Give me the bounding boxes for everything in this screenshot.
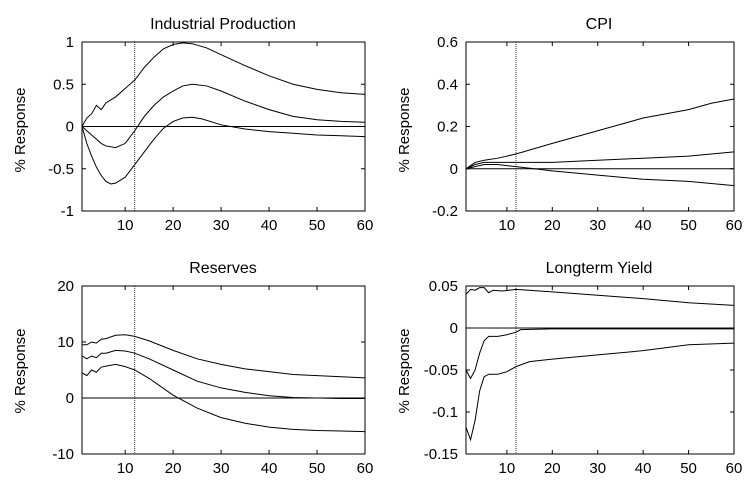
lower-band-line (465, 342, 735, 442)
x-tick-label: 20 (165, 217, 182, 234)
panel-title: CPI (586, 16, 613, 33)
x-tick-label: 20 (165, 460, 182, 477)
lower-band-line (81, 116, 366, 185)
upper-band-line (81, 42, 366, 127)
x-tick-label: 60 (726, 460, 743, 477)
x-tick-label: 50 (680, 217, 697, 234)
y-tick-label: -0.15 (424, 446, 458, 463)
y-axis-label: % Response (12, 328, 29, 413)
axes-frame (465, 41, 735, 212)
x-tick-label: 10 (499, 217, 516, 234)
panel-title: Longterm Yield (546, 260, 653, 277)
x-tick-label: 40 (635, 217, 652, 234)
y-axis-label: % Response (396, 328, 413, 413)
y-tick-label: 0.4 (437, 76, 458, 93)
x-tick-label: 40 (635, 460, 652, 477)
x-tick-label: 60 (357, 460, 374, 477)
x-tick-label: 40 (261, 217, 278, 234)
median-response-line (81, 349, 365, 400)
y-tick-label: -1 (61, 203, 74, 220)
lower-band-line (465, 164, 735, 187)
y-tick-label: 0.05 (429, 278, 458, 295)
x-tick-label: 50 (309, 217, 326, 234)
median-response-line (465, 328, 734, 380)
x-tick-label: 60 (357, 217, 374, 234)
median-response-line (465, 151, 735, 170)
x-tick-label: 40 (261, 460, 278, 477)
upper-band-line (82, 334, 366, 379)
x-tick-label: 50 (309, 460, 326, 477)
y-tick-label: 0 (450, 320, 458, 337)
panel-title: Industrial Production (150, 16, 296, 33)
y-tick-label: 1 (66, 34, 74, 51)
y-tick-label: -0.05 (424, 362, 458, 379)
y-tick-label: 0 (450, 161, 458, 178)
upper-band-line (465, 98, 735, 170)
upper-band-line (465, 287, 735, 306)
y-tick-label: -10 (52, 446, 74, 463)
y-axis-label: % Response (12, 87, 29, 172)
lower-band-line (81, 363, 366, 433)
panel-longterm-yield: Longterm Yield % Response 10 20 30 40 50 60 -0… (396, 260, 742, 477)
y-tick-label: -0.5 (48, 161, 74, 178)
x-tick-label: 30 (213, 217, 230, 234)
x-tick-label: 10 (117, 217, 134, 234)
x-tick-label: 30 (589, 460, 606, 477)
median-response-line (81, 83, 366, 149)
panel-title: Reserves (189, 260, 257, 277)
y-tick-label: 20 (57, 278, 74, 295)
x-tick-label: 50 (680, 460, 697, 477)
panel-cpi: CPI % Response 10 20 30 40 50 60 -0.2 0 0.2 0.4 0.… (396, 16, 742, 234)
x-tick-label: 30 (589, 217, 606, 234)
y-tick-label: -0.2 (432, 203, 458, 220)
y-tick-label: 0 (66, 390, 74, 407)
axes-frame (465, 285, 735, 455)
panel-reserves: Reserves % Response 10 20 30 40 50 60 -10 0 10 20 (12, 260, 373, 477)
y-tick-label: -0.1 (432, 404, 458, 421)
y-tick-label: 0 (66, 119, 74, 136)
x-tick-label: 10 (117, 460, 134, 477)
y-tick-label: 0.6 (437, 34, 458, 51)
y-tick-label: 10 (57, 334, 74, 351)
x-tick-label: 30 (213, 460, 230, 477)
panel-industrial-production: Industrial Production % Response 10 20 30 4… (12, 16, 373, 234)
x-tick-label: 60 (726, 217, 743, 234)
y-axis-label: % Response (396, 87, 413, 172)
x-tick-label: 20 (544, 217, 561, 234)
x-tick-label: 20 (544, 460, 561, 477)
axes-frame (81, 285, 366, 455)
y-tick-label: 0.2 (437, 119, 458, 136)
y-tick-label: 0.5 (53, 76, 74, 93)
x-tick-label: 10 (499, 460, 516, 477)
